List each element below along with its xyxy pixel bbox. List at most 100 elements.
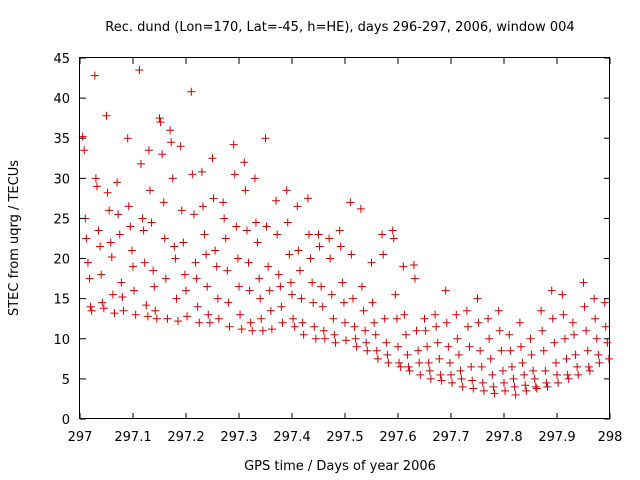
- data-point: [203, 282, 212, 291]
- data-point: [371, 330, 380, 339]
- data-point: [167, 138, 176, 147]
- data-point: [297, 294, 306, 303]
- data-point: [488, 370, 497, 379]
- data-point: [160, 234, 169, 243]
- data-point: [585, 366, 594, 375]
- data-point: [537, 306, 546, 315]
- data-point: [476, 346, 485, 355]
- data-point: [532, 384, 541, 393]
- data-point: [108, 290, 117, 299]
- data-point: [248, 326, 257, 335]
- data-point: [277, 302, 286, 311]
- data-point: [91, 174, 100, 183]
- data-point: [80, 146, 89, 155]
- data-point: [208, 154, 217, 163]
- data-point: [213, 294, 222, 303]
- data-point: [98, 298, 107, 307]
- data-point: [261, 134, 270, 143]
- data-point: [329, 314, 338, 323]
- data-point: [530, 374, 539, 383]
- data-point: [166, 126, 175, 135]
- data-point: [225, 322, 234, 331]
- data-point: [399, 262, 408, 271]
- data-point: [295, 266, 304, 275]
- data-point: [425, 366, 434, 375]
- data-point: [562, 354, 571, 363]
- data-point: [516, 342, 525, 351]
- data-point: [511, 390, 520, 399]
- data-point: [163, 314, 172, 323]
- data-point: [559, 310, 568, 319]
- data-point: [468, 376, 477, 385]
- data-point: [253, 238, 262, 247]
- data-point: [396, 362, 405, 371]
- data-point: [187, 87, 196, 96]
- data-point: [453, 334, 462, 343]
- data-point: [583, 346, 592, 355]
- x-axis-ticks: 297 297.1 297.2 297.3 297.4 297.5 297.6 297.7 29…: [68, 58, 622, 445]
- data-point: [506, 346, 515, 355]
- data-point: [256, 294, 265, 303]
- data-point: [391, 290, 400, 299]
- x-tick-label: 297.1: [114, 430, 151, 445]
- data-point: [118, 293, 127, 302]
- data-point: [336, 242, 345, 251]
- data-point: [156, 118, 165, 127]
- y-tick-label: 25: [53, 212, 70, 227]
- data-point: [542, 378, 551, 387]
- data-point: [600, 298, 609, 307]
- data-point: [105, 206, 114, 215]
- data-point: [421, 326, 430, 335]
- plot-frame: [79, 57, 610, 419]
- data-point: [522, 386, 531, 395]
- data-point: [320, 334, 329, 343]
- data-point: [150, 282, 159, 291]
- y-tick-label: 10: [53, 333, 70, 348]
- data-point: [172, 294, 181, 303]
- data-point: [409, 260, 418, 269]
- data-point: [285, 250, 294, 259]
- data-point: [124, 202, 133, 211]
- x-tick-label: 297.3: [220, 430, 257, 445]
- data-point: [388, 226, 397, 235]
- data-point: [192, 274, 201, 283]
- y-tick-label: 30: [53, 172, 70, 187]
- data-point: [415, 358, 424, 367]
- data-point: [155, 114, 164, 123]
- data-point: [554, 378, 563, 387]
- data-point: [152, 314, 161, 323]
- data-point: [448, 378, 457, 387]
- data-point: [341, 318, 349, 327]
- data-point: [83, 258, 92, 267]
- data-point: [258, 326, 267, 335]
- data-point: [560, 334, 569, 343]
- data-point: [310, 322, 319, 331]
- data-point: [149, 266, 158, 275]
- data-point: [219, 198, 228, 207]
- data-point: [590, 294, 599, 303]
- y-tick-label: 20: [53, 253, 70, 268]
- data-point: [584, 362, 593, 371]
- data-point: [286, 278, 295, 287]
- data-point: [315, 242, 324, 251]
- data-point: [527, 350, 536, 359]
- data-point: [140, 258, 149, 267]
- data-point: [594, 350, 603, 359]
- data-point: [357, 282, 366, 291]
- data-point: [102, 111, 111, 120]
- data-point: [521, 381, 530, 390]
- data-point: [224, 298, 233, 307]
- data-point: [403, 350, 412, 359]
- data-point: [604, 354, 613, 363]
- data-point: [350, 322, 359, 331]
- data-point: [177, 206, 186, 215]
- data-point: [188, 170, 197, 179]
- data-point: [458, 382, 467, 391]
- data-point: [378, 230, 387, 239]
- data-point: [553, 370, 561, 379]
- data-point: [352, 342, 361, 351]
- x-tick-label: 297.9: [538, 430, 575, 445]
- data-point: [489, 382, 498, 391]
- x-axis-label: GPS time / Days of year 2006: [244, 459, 436, 474]
- data-point: [432, 322, 441, 331]
